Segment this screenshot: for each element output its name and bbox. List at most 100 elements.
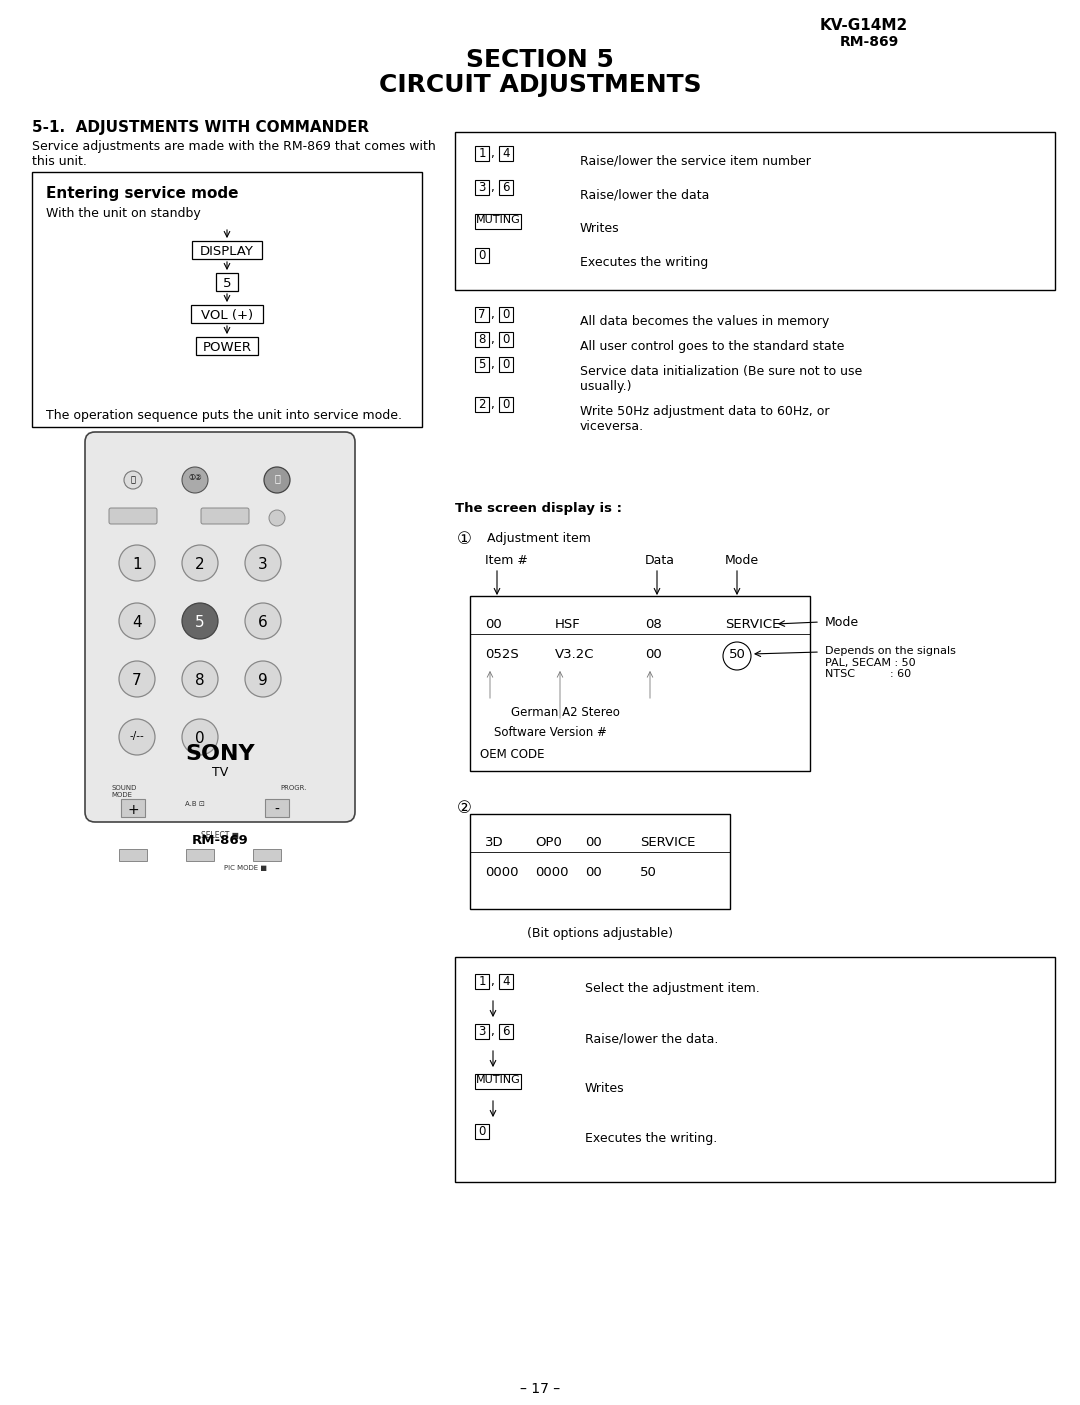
Text: Mode: Mode <box>725 554 759 568</box>
Text: Software Version #: Software Version # <box>494 726 607 739</box>
Text: VOL (+): VOL (+) <box>201 309 253 322</box>
Text: – 17 –: – 17 – <box>519 1383 561 1397</box>
Text: A.B ⊡: A.B ⊡ <box>185 801 205 806</box>
Text: 1: 1 <box>478 148 486 160</box>
Bar <box>499 974 513 989</box>
Text: 🔇: 🔇 <box>131 475 135 483</box>
Text: 50: 50 <box>640 865 657 880</box>
FancyBboxPatch shape <box>109 509 157 524</box>
Circle shape <box>183 660 218 697</box>
Bar <box>195 337 258 355</box>
Text: viceversa.: viceversa. <box>580 420 644 433</box>
Text: All user control goes to the standard state: All user control goes to the standard st… <box>580 340 845 353</box>
Text: Raise/lower the service item number: Raise/lower the service item number <box>580 155 811 167</box>
Circle shape <box>245 660 281 697</box>
Text: ,: , <box>490 148 494 160</box>
Text: 4: 4 <box>502 148 510 160</box>
Circle shape <box>183 466 208 493</box>
Text: OP0: OP0 <box>535 836 562 849</box>
Bar <box>499 332 513 347</box>
Circle shape <box>183 603 218 639</box>
Text: Write 50Hz adjustment data to 60Hz, or: Write 50Hz adjustment data to 60Hz, or <box>580 405 829 419</box>
Text: 00: 00 <box>585 865 602 880</box>
Text: ,: , <box>490 975 494 988</box>
Text: 0: 0 <box>195 731 205 746</box>
Text: ,: , <box>490 398 494 412</box>
Text: 5: 5 <box>195 615 205 629</box>
Circle shape <box>119 545 156 582</box>
Text: ,: , <box>490 333 494 346</box>
Text: 052S: 052S <box>485 648 518 660</box>
Text: usually.): usually.) <box>580 379 632 393</box>
Text: Depends on the signals
PAL, SECAM : 50
NTSC          : 60: Depends on the signals PAL, SECAM : 50 N… <box>825 646 956 679</box>
Text: 0000: 0000 <box>485 865 518 880</box>
Text: ,: , <box>490 1026 494 1038</box>
Text: 6: 6 <box>258 615 268 629</box>
Circle shape <box>119 603 156 639</box>
Text: this unit.: this unit. <box>32 155 86 169</box>
Text: CIRCUIT ADJUSTMENTS: CIRCUIT ADJUSTMENTS <box>379 73 701 97</box>
Text: 2: 2 <box>195 556 205 572</box>
Text: TV: TV <box>212 766 228 778</box>
Text: KV-G14M2: KV-G14M2 <box>820 18 908 32</box>
Text: Entering service mode: Entering service mode <box>46 185 239 201</box>
Text: 3D: 3D <box>485 836 503 849</box>
Text: 1: 1 <box>132 556 141 572</box>
Bar <box>475 1124 489 1139</box>
Circle shape <box>245 545 281 582</box>
Text: ①: ① <box>457 530 472 548</box>
Text: SONY: SONY <box>185 745 255 764</box>
Text: 8: 8 <box>478 333 486 346</box>
FancyBboxPatch shape <box>85 431 355 822</box>
Text: ,: , <box>490 308 494 320</box>
Bar <box>470 813 730 909</box>
Bar <box>455 132 1055 289</box>
Text: 3: 3 <box>478 1026 486 1038</box>
Text: RM-869: RM-869 <box>191 835 248 847</box>
Text: Service data initialization (Be sure not to use: Service data initialization (Be sure not… <box>580 365 862 378</box>
Text: 0: 0 <box>478 249 486 261</box>
Circle shape <box>119 660 156 697</box>
Text: 0: 0 <box>502 358 510 371</box>
Text: PROGR.: PROGR. <box>280 785 307 791</box>
Text: With the unit on standby: With the unit on standby <box>46 207 201 221</box>
Bar <box>253 849 281 861</box>
Text: SELECT ■: SELECT ■ <box>201 830 239 840</box>
Circle shape <box>245 603 281 639</box>
Circle shape <box>183 719 218 754</box>
Bar <box>499 1024 513 1040</box>
Circle shape <box>119 719 156 754</box>
Text: ,: , <box>490 358 494 371</box>
Bar <box>499 357 513 372</box>
Text: 3: 3 <box>258 556 268 572</box>
Text: 00: 00 <box>585 836 602 849</box>
Bar <box>191 305 264 323</box>
Bar <box>475 180 489 195</box>
Text: Writes: Writes <box>580 222 620 235</box>
Text: Data: Data <box>645 554 675 568</box>
Bar <box>475 214 521 229</box>
Text: MUTING: MUTING <box>475 215 521 225</box>
Bar <box>475 974 489 989</box>
Bar <box>475 398 489 412</box>
Text: 00: 00 <box>485 618 502 631</box>
Text: HSF: HSF <box>555 618 581 631</box>
Text: ②: ② <box>457 799 472 816</box>
Text: RM-869: RM-869 <box>840 35 900 49</box>
Text: 4: 4 <box>132 615 141 629</box>
Text: 6: 6 <box>502 1026 510 1038</box>
Text: SERVICE: SERVICE <box>725 618 781 631</box>
Text: 0000: 0000 <box>535 865 568 880</box>
Text: ⏻: ⏻ <box>274 473 280 483</box>
Bar <box>119 849 147 861</box>
Text: ,: , <box>490 181 494 194</box>
Bar <box>32 171 422 427</box>
Text: Adjustment item: Adjustment item <box>487 532 591 545</box>
Text: 2: 2 <box>478 398 486 412</box>
Text: 8: 8 <box>195 673 205 688</box>
Text: (Bit options adjustable): (Bit options adjustable) <box>527 927 673 940</box>
Text: 3: 3 <box>478 181 486 194</box>
Text: V3.2C: V3.2C <box>555 648 594 660</box>
Text: 0: 0 <box>502 333 510 346</box>
Text: Executes the writing.: Executes the writing. <box>585 1132 717 1145</box>
